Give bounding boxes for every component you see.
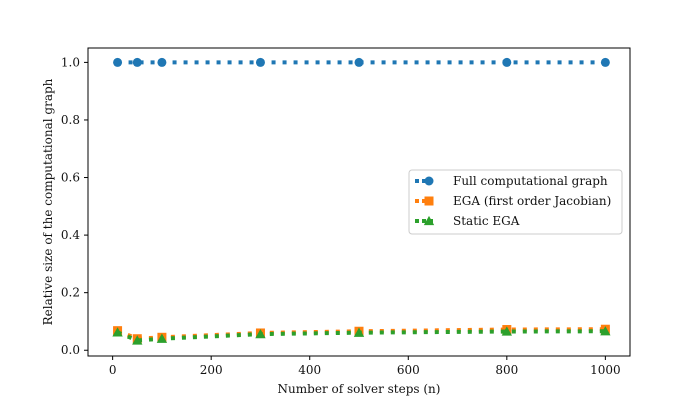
x-axis-label: Number of solver steps (n)	[278, 382, 441, 396]
y-tick-label: 0.6	[61, 171, 80, 185]
plot-frame	[87, 47, 631, 357]
data-point-1-6	[502, 57, 512, 67]
legend: Full computational graph EGA (first order…	[408, 169, 623, 235]
x-tick-label: 800	[495, 363, 518, 377]
y-tick-label: 0.0	[61, 343, 80, 357]
data-point-3-1	[112, 327, 123, 337]
data-point-1-4	[255, 57, 265, 67]
legend-label-1: Full computational graph	[453, 174, 608, 188]
x-tick-label: 1000	[590, 363, 621, 377]
axis-layer: 0 200 400 600 800 1000 0.0 0.2 0.4 0.6 0.8 1.0	[61, 55, 621, 377]
y-tick-label: 0.4	[61, 228, 80, 242]
plot-layer	[112, 57, 611, 345]
y-tick-label: 0.8	[61, 113, 80, 127]
legend-label-2: EGA (first order Jacobian)	[453, 194, 611, 208]
x-tick-label: 200	[200, 363, 223, 377]
legend-marker-1	[424, 176, 434, 186]
data-point-3-3	[156, 333, 168, 343]
data-point-1-7	[600, 57, 610, 67]
data-point-3-2	[132, 335, 143, 345]
data-point-1-3	[157, 57, 167, 67]
legend-items: Full computational graph EGA (first order…	[415, 174, 611, 228]
data-point-1-2	[132, 57, 142, 67]
legend-marker-2	[424, 196, 434, 206]
legend-box	[408, 169, 623, 235]
legend-label-3: Static EGA	[453, 214, 520, 228]
data-point-1-5	[354, 57, 364, 67]
x-tick-label: 400	[298, 363, 321, 377]
x-tick-label: 0	[109, 363, 117, 377]
legend-marker-3	[423, 215, 435, 226]
data-point-3-5	[353, 327, 365, 337]
y-tick-label: 1.0	[61, 55, 80, 69]
data-point-1-1	[113, 57, 123, 67]
data-point-3-6	[501, 326, 512, 336]
y-tick-label: 0.2	[61, 286, 80, 300]
data-point-3-7	[600, 326, 611, 336]
y-axis-label: Relative size of the computational graph	[41, 78, 55, 325]
x-tick-label: 600	[397, 363, 420, 377]
data-point-3-4	[255, 328, 266, 339]
